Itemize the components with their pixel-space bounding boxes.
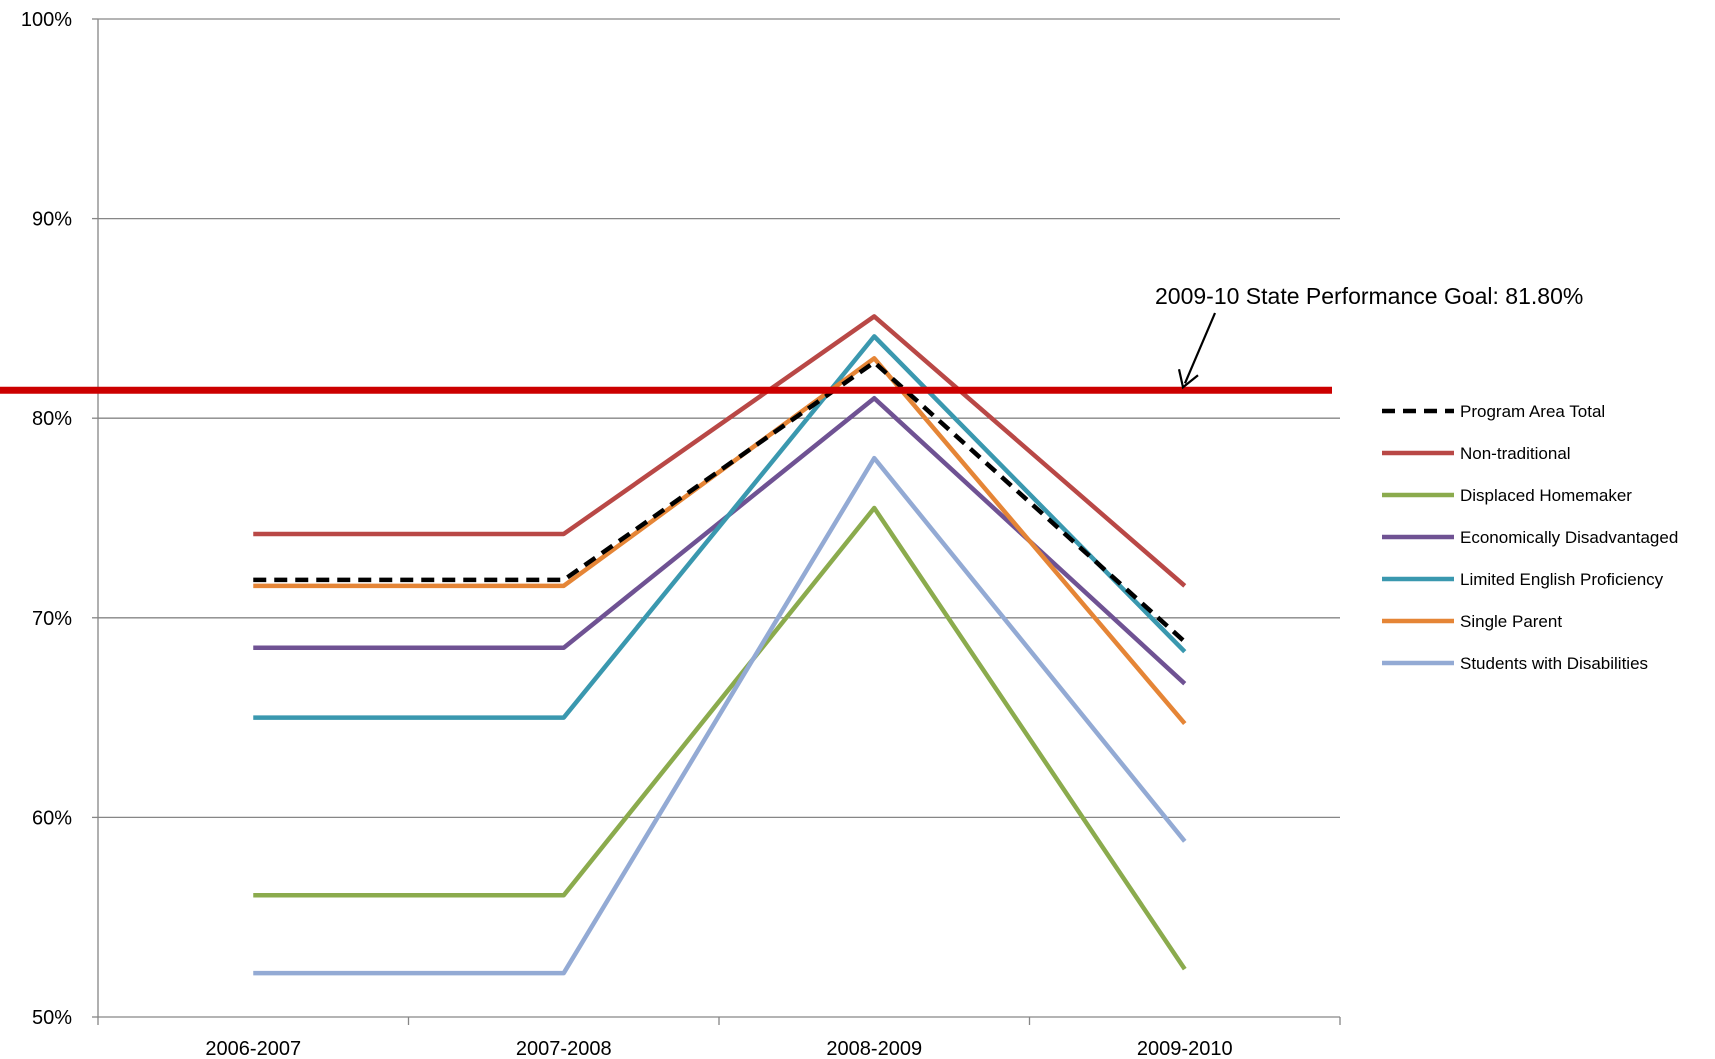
y-tick-label: 90% [32, 209, 72, 231]
legend: Program Area Total Non-traditional Displac… [1382, 402, 1678, 673]
y-tick-label: 60% [32, 807, 72, 829]
series-lines [253, 314, 1187, 976]
series-line-single-parent [253, 356, 1187, 726]
y-tick-label: 70% [32, 608, 72, 630]
annotation-arrowhead [1177, 369, 1199, 390]
series-line-non-traditional [253, 314, 1187, 588]
y-tick-label: 50% [32, 1007, 72, 1029]
legend-label-displaced-homemaker: Displaced Homemaker [1460, 486, 1632, 505]
x-tick-label: 2008-2009 [826, 1038, 922, 1059]
series-line-displaced-homemaker [253, 505, 1187, 971]
x-tick-label: 2006-2007 [205, 1038, 301, 1059]
series-line-limited-english-proficiency [253, 334, 1187, 720]
annotation-arrow-shaft [1183, 312, 1217, 384]
series-line-program-area-total [253, 360, 1187, 644]
series-line-students-with-disabilities [253, 455, 1187, 976]
legend-label-single-parent: Single Parent [1460, 612, 1562, 631]
y-tick-label: 100% [21, 9, 72, 31]
goal-annotation-label: 2009-10 State Performance Goal: 81.80% [1155, 283, 1583, 309]
axes: 50% 60% 70% 80% 90% 100% 2006-2007 2007-2008 200… [21, 9, 1341, 1059]
x-tick-label: 2007-2008 [516, 1038, 612, 1059]
legend-label-students-with-disabilities: Students with Disabilities [1460, 654, 1648, 673]
legend-label-limited-english-proficiency: Limited English Proficiency [1460, 570, 1664, 589]
goal-annotation: 2009-10 State Performance Goal: 81.80% [1155, 283, 1583, 390]
legend-label-program-area-total: Program Area Total [1460, 402, 1605, 421]
legend-label-non-traditional: Non-traditional [1460, 444, 1571, 463]
x-tick-label: 2009-2010 [1137, 1038, 1233, 1059]
gridlines [98, 18, 1340, 1018]
series-line-economically-disadvantaged [253, 395, 1187, 686]
legend-label-economically-disadvantaged: Economically Disadvantaged [1460, 528, 1678, 547]
y-tick-label: 80% [32, 408, 72, 430]
